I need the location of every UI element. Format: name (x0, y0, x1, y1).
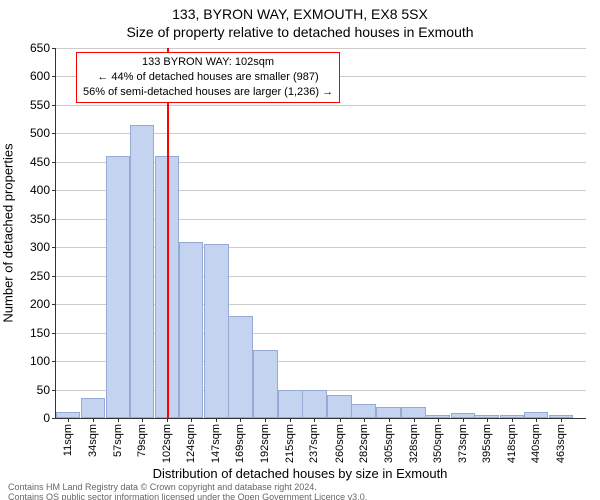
x-tick-label: 328sqm (408, 424, 420, 463)
x-tick (512, 418, 513, 422)
y-tick-label: 0 (43, 411, 50, 425)
y-tick-label: 300 (30, 240, 50, 254)
x-tick (93, 418, 94, 422)
y-tick (52, 133, 56, 134)
x-tick (118, 418, 119, 422)
x-tick (191, 418, 192, 422)
y-tick-label: 200 (30, 297, 50, 311)
x-tick (142, 418, 143, 422)
x-tick-label: 147sqm (210, 424, 222, 463)
y-tick-label: 450 (30, 155, 50, 169)
y-tick-label: 500 (30, 126, 50, 140)
x-tick-label: 350sqm (432, 424, 444, 463)
footer-line2: Contains OS public sector information li… (8, 492, 367, 500)
histogram-bar (228, 316, 253, 418)
x-tick-label: 463sqm (555, 424, 567, 463)
x-tick-label: 79sqm (136, 424, 148, 457)
histogram-bar (327, 395, 352, 418)
y-tick-label: 550 (30, 98, 50, 112)
x-tick (68, 418, 69, 422)
y-tick (52, 390, 56, 391)
histogram-bar (204, 244, 229, 418)
histogram-bar (106, 156, 131, 418)
x-tick (463, 418, 464, 422)
x-tick (414, 418, 415, 422)
y-tick-label: 100 (30, 354, 50, 368)
x-tick (364, 418, 365, 422)
x-tick-label: 102sqm (161, 424, 173, 463)
y-tick-label: 350 (30, 212, 50, 226)
x-tick (290, 418, 291, 422)
y-tick (52, 304, 56, 305)
x-tick-label: 124sqm (185, 424, 197, 463)
y-tick (52, 361, 56, 362)
histogram-bar (130, 125, 155, 418)
chart-title-line1: 133, BYRON WAY, EXMOUTH, EX8 5SX (0, 6, 600, 22)
x-tick-label: 192sqm (259, 424, 271, 463)
y-axis-label: Number of detached properties (1, 143, 16, 322)
x-tick (314, 418, 315, 422)
gridline (56, 105, 586, 106)
chart-container: 133, BYRON WAY, EXMOUTH, EX8 5SX Size of… (0, 0, 600, 500)
y-tick (52, 418, 56, 419)
x-tick-label: 11sqm (62, 424, 74, 456)
x-tick-label: 305sqm (383, 424, 395, 463)
x-axis-label: Distribution of detached houses by size … (0, 466, 600, 481)
chart-title-line2: Size of property relative to detached ho… (0, 24, 600, 40)
y-tick-label: 400 (30, 183, 50, 197)
x-tick-label: 57sqm (112, 424, 124, 457)
y-tick (52, 333, 56, 334)
plot-area: Number of detached properties 0501001502… (55, 48, 586, 419)
x-tick-label: 215sqm (284, 424, 296, 463)
histogram-bar (278, 390, 303, 418)
x-tick (265, 418, 266, 422)
y-tick-label: 250 (30, 269, 50, 283)
x-tick (487, 418, 488, 422)
y-tick-label: 650 (30, 41, 50, 55)
y-tick-label: 150 (30, 326, 50, 340)
x-tick-label: 282sqm (358, 424, 370, 463)
y-tick (52, 190, 56, 191)
y-tick (52, 105, 56, 106)
x-tick (389, 418, 390, 422)
y-tick (52, 76, 56, 77)
y-tick (52, 162, 56, 163)
footer-line1: Contains HM Land Registry data © Crown c… (8, 482, 317, 492)
y-tick-label: 50 (37, 383, 50, 397)
x-tick-label: 34sqm (87, 424, 99, 457)
x-tick-label: 169sqm (234, 424, 246, 463)
marker-callout-line: 56% of semi-detached houses are larger (… (83, 85, 333, 100)
gridline (56, 48, 586, 49)
x-tick-label: 237sqm (308, 424, 320, 463)
y-tick (52, 247, 56, 248)
x-tick-label: 440sqm (530, 424, 542, 463)
histogram-bar (351, 404, 376, 418)
x-tick (438, 418, 439, 422)
x-tick (340, 418, 341, 422)
x-tick (536, 418, 537, 422)
marker-callout-line: 133 BYRON WAY: 102sqm (83, 55, 333, 70)
histogram-bar (401, 407, 426, 418)
x-tick (561, 418, 562, 422)
x-tick-label: 418sqm (506, 424, 518, 463)
histogram-bar (302, 390, 327, 418)
x-tick-label: 260sqm (334, 424, 346, 463)
x-tick (216, 418, 217, 422)
histogram-bar (179, 242, 204, 418)
x-tick (240, 418, 241, 422)
histogram-bar (81, 398, 106, 418)
y-tick (52, 48, 56, 49)
histogram-bar (376, 407, 401, 418)
x-tick-label: 373sqm (457, 424, 469, 463)
marker-callout: 133 BYRON WAY: 102sqm← 44% of detached h… (76, 52, 340, 103)
y-tick (52, 276, 56, 277)
x-tick-label: 395sqm (481, 424, 493, 463)
y-tick (52, 219, 56, 220)
histogram-bar (253, 350, 278, 418)
marker-callout-line: ← 44% of detached houses are smaller (98… (83, 70, 333, 85)
x-tick (167, 418, 168, 422)
y-tick-label: 600 (30, 69, 50, 83)
marker-line (167, 48, 169, 418)
